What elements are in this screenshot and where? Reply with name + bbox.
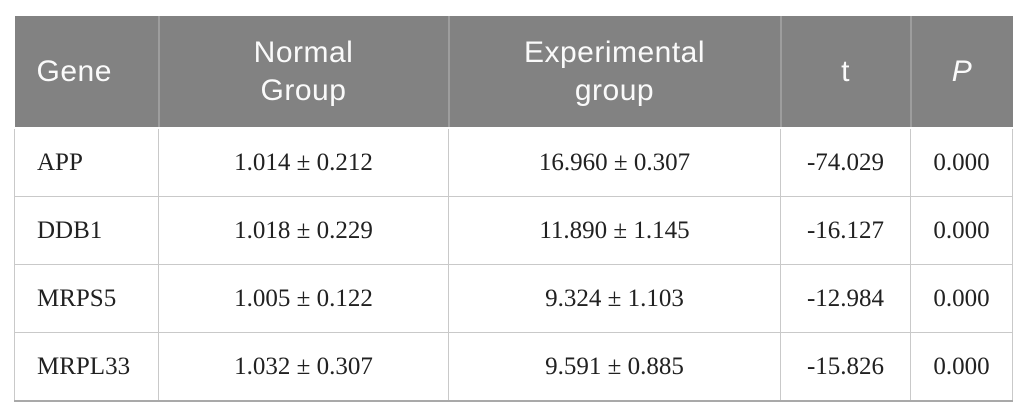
cell-p-value: 0.000 bbox=[910, 196, 1013, 265]
cell-experimental-group: 9.591 ± 0.885 bbox=[448, 332, 781, 402]
cell-experimental-group: 16.960 ± 0.307 bbox=[448, 127, 781, 197]
cell-normal-group: 1.018 ± 0.229 bbox=[158, 196, 449, 265]
cell-t-value: -12.984 bbox=[780, 264, 911, 333]
cell-experimental-group: 9.324 ± 1.103 bbox=[448, 264, 781, 333]
cell-t-value: -16.127 bbox=[780, 196, 911, 265]
table-header: Gene Normal Group Experimental group t P bbox=[14, 16, 1013, 129]
column-header-t: t bbox=[780, 16, 912, 129]
column-header-gene: Gene bbox=[14, 16, 160, 129]
column-header-p: P bbox=[910, 16, 1013, 129]
cell-gene: MRPL33 bbox=[14, 332, 159, 402]
column-header-experimental-group: Experimental group bbox=[448, 16, 782, 129]
cell-gene: MRPS5 bbox=[14, 264, 159, 333]
table-row-ddb1: DDB1 1.018 ± 0.229 11.890 ± 1.145 -16.12… bbox=[14, 196, 1013, 265]
cell-normal-group: 1.032 ± 0.307 bbox=[158, 332, 449, 402]
cell-p-value: 0.000 bbox=[910, 264, 1013, 333]
cell-p-value: 0.000 bbox=[910, 332, 1013, 402]
gene-statistics-table: Gene Normal Group Experimental group t P… bbox=[14, 16, 1013, 402]
cell-normal-group: 1.014 ± 0.212 bbox=[158, 127, 449, 197]
header-row: Gene Normal Group Experimental group t P bbox=[14, 16, 1013, 129]
cell-t-value: -15.826 bbox=[780, 332, 911, 402]
cell-gene: APP bbox=[14, 127, 159, 197]
cell-experimental-group: 11.890 ± 1.145 bbox=[448, 196, 781, 265]
cell-p-value: 0.000 bbox=[910, 127, 1013, 197]
table-row-mrpl33: MRPL33 1.032 ± 0.307 9.591 ± 0.885 -15.8… bbox=[14, 332, 1013, 402]
table-row-mrps5: MRPS5 1.005 ± 0.122 9.324 ± 1.103 -12.98… bbox=[14, 264, 1013, 333]
column-header-normal-group: Normal Group bbox=[158, 16, 450, 129]
cell-normal-group: 1.005 ± 0.122 bbox=[158, 264, 449, 333]
cell-gene: DDB1 bbox=[14, 196, 159, 265]
table-row-app: APP 1.014 ± 0.212 16.960 ± 0.307 -74.029… bbox=[14, 127, 1013, 197]
cell-t-value: -74.029 bbox=[780, 127, 911, 197]
table-body: APP 1.014 ± 0.212 16.960 ± 0.307 -74.029… bbox=[14, 127, 1013, 402]
